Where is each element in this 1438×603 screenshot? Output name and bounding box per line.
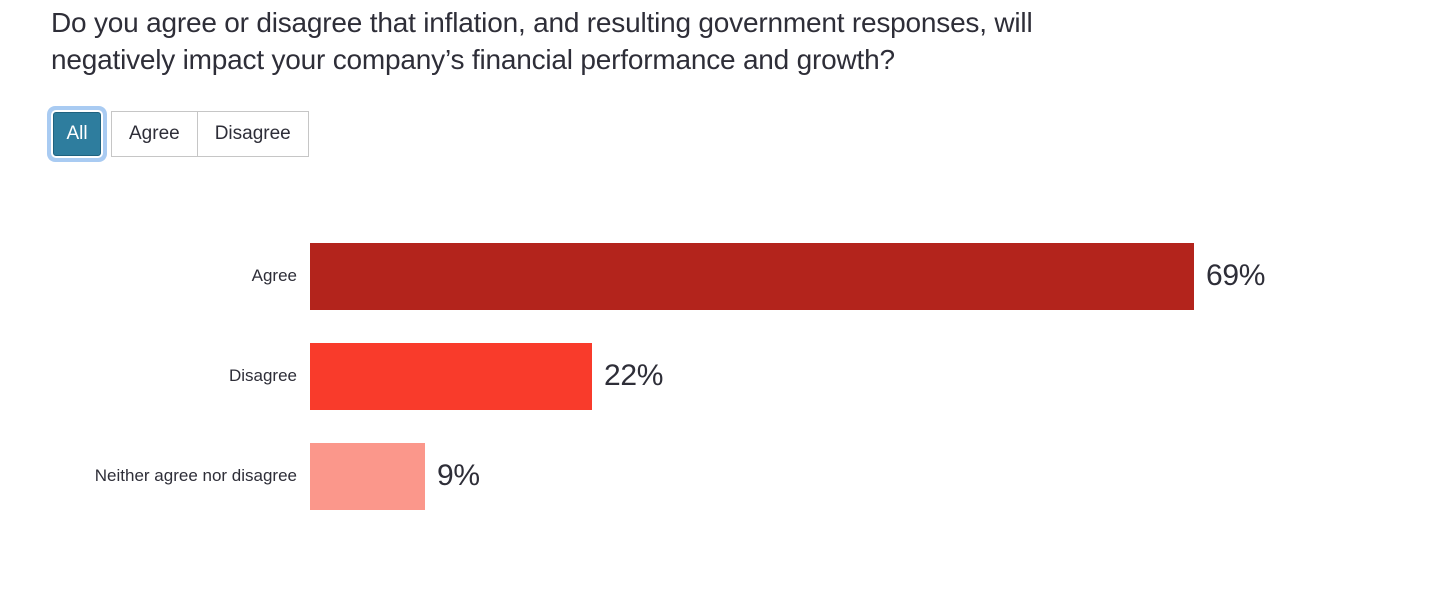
filter-disagree-button[interactable]: Disagree bbox=[196, 111, 309, 157]
chart-row: Disagree 22% bbox=[0, 326, 1438, 426]
value-label: 9% bbox=[437, 459, 480, 492]
category-label: Agree bbox=[251, 266, 297, 285]
category-label: Neither agree nor disagree bbox=[94, 466, 297, 485]
filter-button-group: All Agree Disagree bbox=[53, 111, 1438, 157]
bar-neither-agree-nor-disagree bbox=[310, 442, 425, 510]
category-label: Disagree bbox=[228, 366, 297, 385]
filter-agree-button[interactable]: Agree bbox=[111, 111, 198, 157]
filter-all-button[interactable]: All bbox=[53, 112, 101, 156]
value-label: 22% bbox=[604, 359, 664, 392]
chart-row: Agree 69% bbox=[0, 226, 1438, 326]
bar-agree bbox=[310, 242, 1194, 310]
question-title-line-1: Do you agree or disagree that inflation,… bbox=[51, 7, 1033, 38]
chart-row: Neither agree nor disagree 9% bbox=[0, 426, 1438, 526]
survey-chart-page: Do you agree or disagree that inflation,… bbox=[0, 4, 1438, 603]
question-title-line-2: negatively impact your company’s financi… bbox=[51, 44, 895, 75]
bar-disagree bbox=[310, 342, 592, 410]
question-title: Do you agree or disagree that inflation,… bbox=[51, 4, 1398, 78]
horizontal-bar-chart: Agree 69% Disagree 22% Neither agree nor dis… bbox=[0, 226, 1438, 526]
value-label: 69% bbox=[1206, 259, 1266, 292]
